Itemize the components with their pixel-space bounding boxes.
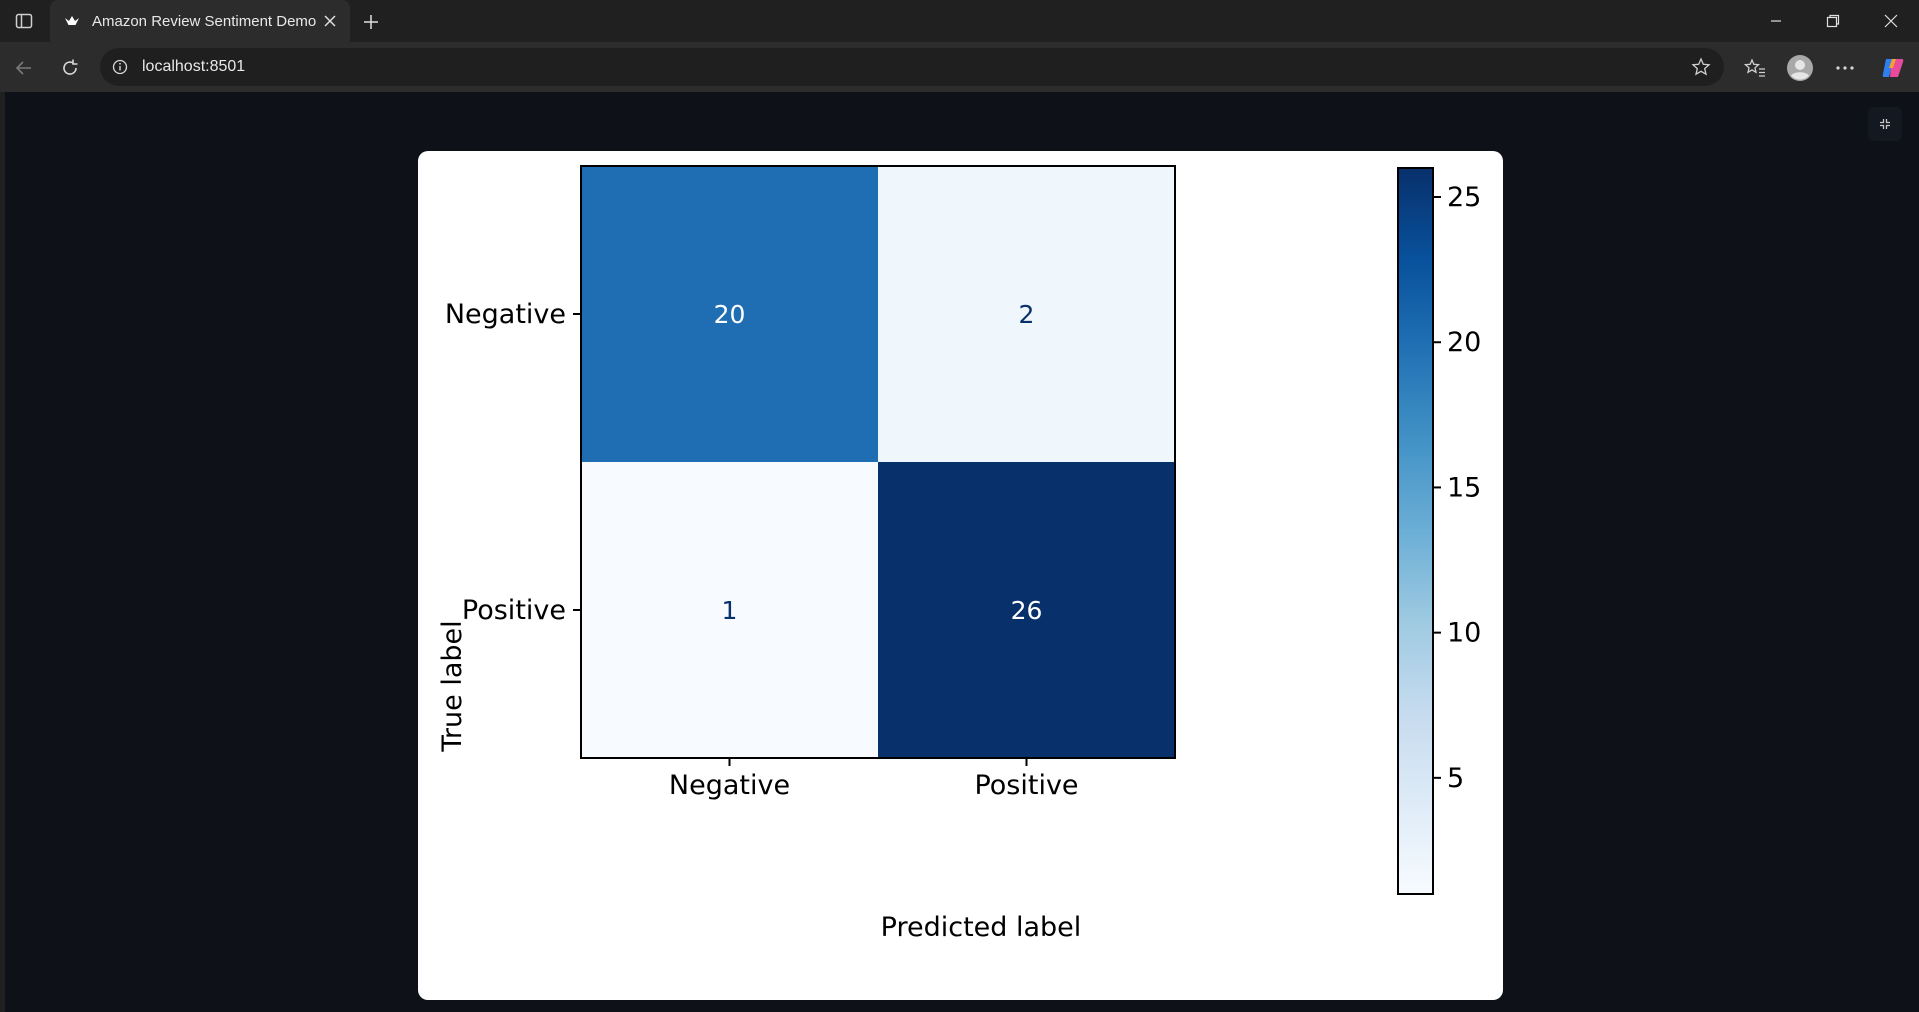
tab-title: Amazon Review Sentiment Demo: [92, 12, 317, 30]
x-tick-label: Negative: [669, 770, 790, 801]
colorbar-tick-label: 5: [1447, 763, 1464, 794]
colorbar-tick-label: 20: [1447, 327, 1481, 358]
cell-value: 2: [1019, 300, 1035, 329]
info-icon[interactable]: [110, 57, 130, 77]
x-axis-label: Predicted label: [881, 912, 1082, 943]
ellipsis-icon[interactable]: [1829, 52, 1861, 84]
url-text: localhost:8501: [142, 58, 246, 75]
window-close-icon[interactable]: [1863, 0, 1919, 42]
heatmap-cell: [581, 166, 878, 462]
address-bar[interactable]: localhost:8501: [100, 48, 1724, 86]
restore-icon[interactable]: [1805, 0, 1861, 42]
y-axis-label: True label: [437, 620, 468, 752]
y-tick-label: Positive: [462, 595, 566, 626]
cell-value: 20: [714, 300, 746, 329]
app-content: 20 2 1 26 Negative Positive Negative Positive …: [5, 92, 1919, 1012]
close-icon[interactable]: [318, 9, 342, 33]
reload-icon[interactable]: [54, 52, 86, 84]
minimize-icon[interactable]: [1748, 0, 1804, 42]
browser-titlebar: Amazon Review Sentiment Demo: [0, 0, 1919, 42]
x-tick-label: Positive: [974, 770, 1078, 801]
profile-icon[interactable]: [1784, 52, 1816, 84]
heatmap-cell: [878, 462, 1175, 758]
colorbar-tick-label: 15: [1447, 472, 1481, 503]
confusion-matrix-figure: 20 2 1 26 Negative Positive Negative Positive …: [418, 151, 1503, 1000]
browser-tab[interactable]: Amazon Review Sentiment Demo: [50, 0, 350, 42]
favorites-icon[interactable]: [1739, 52, 1771, 84]
browser-toolbar: localhost:8501: [0, 42, 1919, 92]
y-tick-label: Negative: [445, 299, 566, 330]
cell-value: 26: [1011, 596, 1043, 625]
streamlit-crown-icon: [62, 11, 82, 31]
colorbar-tick-label: 25: [1447, 182, 1481, 213]
heatmap-cell: [878, 166, 1175, 462]
star-icon[interactable]: [1690, 56, 1712, 78]
cell-value: 1: [722, 596, 738, 625]
confusion-matrix-chart: 20 21 26 Negative PositiveNegativePositive …: [437, 165, 1481, 943]
colorbar-tick-label: 10: [1447, 618, 1481, 649]
heatmap-frame: [580, 165, 1176, 759]
sidebar-toggle-icon[interactable]: [12, 9, 36, 33]
heatmap-cell: [581, 462, 878, 758]
copilot-icon[interactable]: [1877, 52, 1909, 84]
colorbar: [1397, 167, 1434, 895]
arrow-left-icon[interactable]: [8, 52, 40, 84]
fullscreen-exit-icon[interactable]: [1868, 107, 1902, 141]
plus-icon[interactable]: [357, 8, 385, 36]
